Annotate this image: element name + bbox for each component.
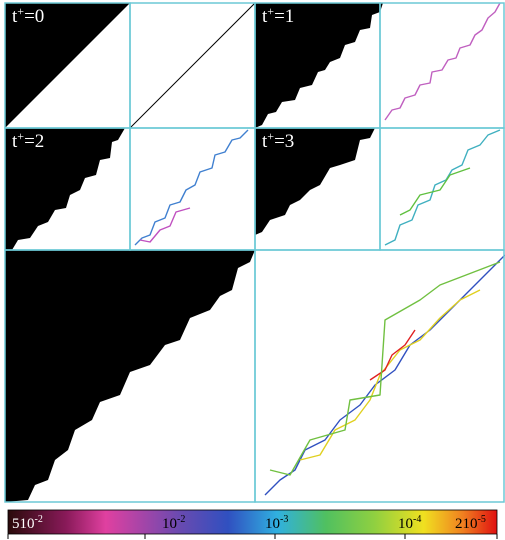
solid-region [255,128,375,235]
panel-label: t+=2 [12,129,44,152]
label-part: =1 [274,6,294,27]
trajectory [135,130,248,245]
interface-line [130,3,255,128]
label-part: -3 [280,514,288,525]
trajectory [400,168,470,215]
panel-label: t+=1 [262,4,294,27]
label-part: 510 [12,516,35,532]
label-part: -2 [35,514,43,525]
trajectory [140,208,190,242]
label-part: -2 [177,514,185,525]
label-part: -5 [478,514,486,525]
label-part: 10 [162,516,177,532]
label-part: =3 [274,131,294,152]
label-part: 210 [455,516,478,532]
label-part: =2 [24,131,44,152]
trajectory [265,255,505,495]
trajectory [385,3,500,120]
label-part: -4 [413,514,421,525]
colorbar [8,510,497,534]
colorbar-ticks [8,534,497,539]
panel-label: t+=3 [262,129,294,152]
figure: t+=0 t+=1 t+=2 t+=3 510-2 10-2 10-3 10-4… [0,0,505,540]
panel-label: t+=0 [12,4,44,27]
label-part: 10 [398,516,413,532]
label-part: =0 [24,6,44,27]
label-part: 10 [265,516,280,532]
solid-region [5,128,125,250]
solid-region [5,250,255,502]
